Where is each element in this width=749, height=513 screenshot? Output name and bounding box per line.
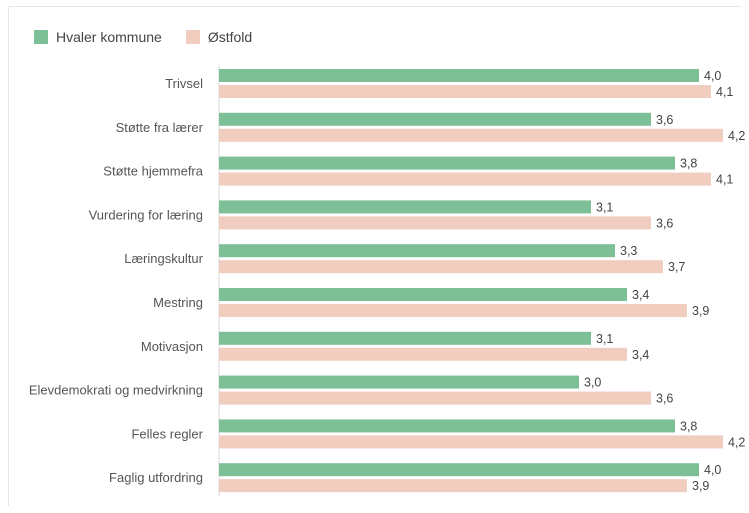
category-label-stotte-hjemmefra: Støtte hjemmefra xyxy=(103,164,203,179)
bar-hvaler-elevdemokrati-og-medvirkning[interactable] xyxy=(219,375,579,389)
bar-hvaler-mestring[interactable] xyxy=(219,288,627,301)
legend-swatch-hvaler xyxy=(34,30,48,44)
legend-label-hvaler: Hvaler kommune xyxy=(56,29,162,45)
value-label-ostfold-stotte-fra-laerer: 4,2 xyxy=(728,129,745,143)
category-label-trivsel: Trivsel xyxy=(165,76,203,91)
value-label-ostfold-felles-regler: 4,2 xyxy=(728,435,745,449)
bar-hvaler-stotte-hjemmefra[interactable] xyxy=(219,156,675,170)
bar-hvaler-faglig-utfordring[interactable] xyxy=(219,463,699,477)
category-label-faglig-utfordring: Faglig utfordring xyxy=(109,470,203,485)
bar-ostfold-motivasjon[interactable] xyxy=(219,347,627,361)
value-label-ostfold-vurdering-for-laering: 3,6 xyxy=(656,216,673,230)
bar-hvaler-vurdering-for-laering[interactable] xyxy=(219,200,591,214)
bar-hvaler-motivasjon[interactable] xyxy=(219,331,591,345)
bar-hvaler-felles-regler[interactable] xyxy=(219,419,675,433)
legend-swatch-ostfold xyxy=(185,30,200,44)
value-label-hvaler-stotte-fra-laerer: 3,6 xyxy=(656,113,673,127)
bar-hvaler-laeringskultur[interactable] xyxy=(219,244,615,258)
bar-hvaler-trivsel[interactable] xyxy=(219,69,699,82)
bar-ostfold-elevdemokrati-og-medvirkning[interactable] xyxy=(219,391,651,405)
category-label-felles-regler: Felles regler xyxy=(131,426,203,441)
legend-label-ostfold: Østfold xyxy=(207,29,253,45)
bar-ostfold-stotte-hjemmefra[interactable] xyxy=(219,172,711,186)
value-label-hvaler-elevdemokrati-og-medvirkning: 3,0 xyxy=(584,376,601,390)
value-label-ostfold-motivasjon: 3,4 xyxy=(632,348,649,362)
bar-ostfold-stotte-fra-laerer[interactable] xyxy=(219,128,723,142)
value-label-hvaler-mestring: 3,4 xyxy=(632,288,649,302)
bar-ostfold-laeringskultur[interactable] xyxy=(219,260,663,274)
bar-ostfold-vurdering-for-laering[interactable] xyxy=(219,216,651,230)
value-label-ostfold-laeringskultur: 3,7 xyxy=(668,260,685,274)
bar-ostfold-trivsel[interactable] xyxy=(219,85,711,98)
value-label-hvaler-stotte-hjemmefra: 3,8 xyxy=(680,157,697,171)
value-label-hvaler-felles-regler: 3,8 xyxy=(680,419,697,433)
bar-ostfold-faglig-utfordring[interactable] xyxy=(219,479,687,493)
chart-legend: Hvaler kommune Østfold xyxy=(34,28,276,46)
value-label-ostfold-elevdemokrati-og-medvirkning: 3,6 xyxy=(656,392,673,406)
bar-ostfold-felles-regler[interactable] xyxy=(219,435,723,449)
value-label-ostfold-faglig-utfordring: 3,9 xyxy=(692,479,709,493)
category-label-motivasjon: Motivasjon xyxy=(141,339,203,354)
value-label-hvaler-laeringskultur: 3,3 xyxy=(620,244,637,258)
category-label-vurdering-for-laering: Vurdering for læring xyxy=(89,207,203,222)
category-label-mestring: Mestring xyxy=(153,295,203,310)
legend-item-hvaler[interactable]: Hvaler kommune xyxy=(34,29,162,45)
value-label-hvaler-vurdering-for-laering: 3,1 xyxy=(596,200,613,214)
chart-frame xyxy=(8,6,741,506)
value-label-hvaler-trivsel: 4,0 xyxy=(704,69,721,83)
value-label-ostfold-mestring: 3,9 xyxy=(692,304,709,318)
value-label-ostfold-stotte-hjemmefra: 4,1 xyxy=(716,173,733,187)
value-label-ostfold-trivsel: 4,1 xyxy=(716,85,733,99)
value-label-hvaler-faglig-utfordring: 4,0 xyxy=(704,463,721,477)
category-label-stotte-fra-laerer: Støtte fra lærer xyxy=(116,120,204,135)
category-label-elevdemokrati-og-medvirkning: Elevdemokrati og medvirkning xyxy=(29,383,203,398)
bar-hvaler-stotte-fra-laerer[interactable] xyxy=(219,112,651,126)
category-label-laeringskultur: Læringskultur xyxy=(124,251,203,266)
legend-item-ostfold[interactable]: Østfold xyxy=(185,29,253,45)
value-label-hvaler-motivasjon: 3,1 xyxy=(596,332,613,346)
bar-ostfold-mestring[interactable] xyxy=(219,304,687,317)
